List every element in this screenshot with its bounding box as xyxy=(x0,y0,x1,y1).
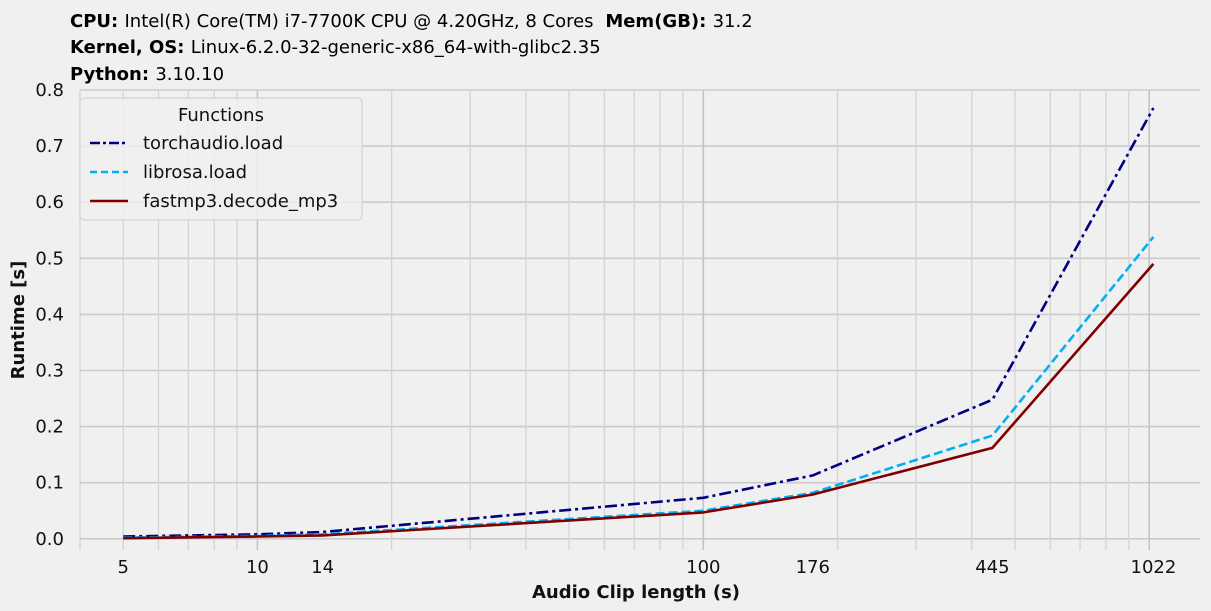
series-line-3 xyxy=(123,263,1155,540)
series-line-1 xyxy=(123,107,1155,538)
header-line-python: Python: 3.10.10 xyxy=(70,64,224,85)
legend-entry-label: librosa.load xyxy=(143,162,247,183)
legend: Functions torchaudio.load librosa.load fast… xyxy=(79,97,363,221)
cpu-value: Intel(R) Core(TM) i7-7700K CPU @ 4.20GHz… xyxy=(125,11,594,32)
x-tick-label: 100 xyxy=(686,557,720,578)
y-tick-label: 0.6 xyxy=(35,192,64,213)
kernel-value: Linux-6.2.0-32-generic-x86_64-with-glibc… xyxy=(191,37,601,58)
header-line-cpu: CPU: Intel(R) Core(TM) i7-7700K CPU @ 4.… xyxy=(70,11,753,32)
legend-title: Functions xyxy=(178,105,264,126)
mem-label: Mem(GB) xyxy=(605,11,699,32)
header-line-kernel: Kernel, OS: Linux-6.2.0-32-generic-x86_6… xyxy=(70,37,601,58)
x-ticks: 5 10 14 100 176 445 1022 xyxy=(117,557,1176,578)
y-axis-label: Runtime [s] xyxy=(8,261,29,380)
x-tick-label: 5 xyxy=(117,557,128,578)
kernel-label: Kernel, OS xyxy=(70,37,177,58)
mem-value: 31.2 xyxy=(713,11,753,32)
x-tick-label: 1022 xyxy=(1131,557,1177,578)
y-tick-label: 0.8 xyxy=(35,80,64,101)
y-tick-label: 0.2 xyxy=(35,417,64,438)
legend-entry-label: torchaudio.load xyxy=(143,133,283,154)
y-tick-label: 0.1 xyxy=(35,473,64,494)
cpu-label: CPU xyxy=(70,11,111,32)
x-tick-label: 14 xyxy=(311,557,334,578)
y-tick-label: 0.3 xyxy=(35,360,64,381)
legend-box xyxy=(79,97,363,221)
x-tick-label: 176 xyxy=(796,557,830,578)
y-tick-label: 0.0 xyxy=(35,529,64,550)
y-tick-label: 0.7 xyxy=(35,136,64,157)
legend-entry-label: fastmp3.decode_mp3 xyxy=(143,191,338,212)
python-value: 3.10.10 xyxy=(155,64,224,85)
series-lines xyxy=(123,107,1155,540)
y-tick-label: 0.5 xyxy=(35,248,64,269)
x-tick-label: 10 xyxy=(246,557,269,578)
x-axis-label: Audio Clip length (s) xyxy=(532,582,740,603)
y-tick-label: 0.4 xyxy=(35,304,64,325)
python-label: Python xyxy=(70,64,142,85)
x-tick-label: 445 xyxy=(975,557,1009,578)
y-ticks: 0.0 0.1 0.2 0.3 0.4 0.5 0.6 0.7 0.8 xyxy=(35,80,64,550)
